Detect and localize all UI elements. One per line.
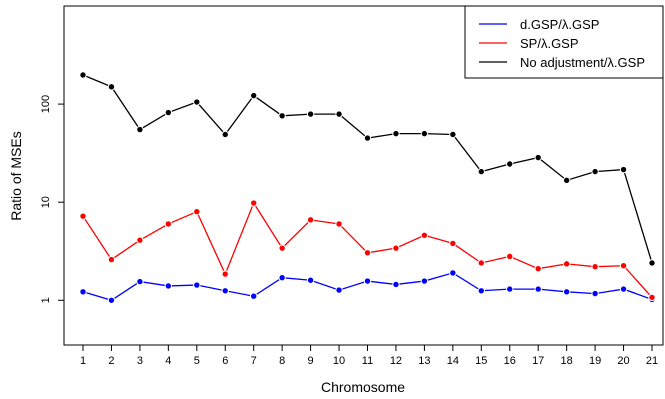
data-point bbox=[335, 110, 343, 118]
data-point bbox=[392, 129, 400, 138]
data-point bbox=[619, 262, 628, 270]
data-point bbox=[506, 160, 514, 168]
x-tick-label: 1 bbox=[80, 355, 86, 367]
legend-box bbox=[464, 5, 664, 79]
x-tick-label: 2 bbox=[108, 355, 114, 367]
data-point bbox=[221, 287, 229, 295]
y-tick-label: 10 bbox=[40, 196, 52, 208]
y-tick-label: 100 bbox=[40, 95, 52, 113]
data-point bbox=[591, 262, 599, 271]
x-tick-label: 10 bbox=[333, 355, 345, 367]
data-point bbox=[136, 125, 144, 134]
data-point bbox=[250, 292, 258, 300]
data-point bbox=[392, 280, 400, 289]
data-point bbox=[363, 249, 372, 257]
data-point bbox=[449, 269, 457, 277]
data-point bbox=[193, 281, 201, 289]
x-tick-label: 9 bbox=[308, 355, 314, 367]
data-point bbox=[619, 285, 628, 293]
series-points bbox=[79, 71, 656, 304]
data-point bbox=[591, 167, 599, 176]
data-point bbox=[250, 91, 258, 100]
data-point bbox=[193, 207, 201, 216]
x-tick-label: 14 bbox=[447, 355, 459, 367]
x-tick-label: 3 bbox=[137, 355, 143, 367]
data-point bbox=[534, 153, 542, 162]
data-point bbox=[306, 216, 315, 224]
data-point bbox=[477, 259, 485, 267]
x-tick-label: 21 bbox=[646, 355, 658, 367]
legend-label: d.GSP/λ.GSP bbox=[520, 17, 599, 32]
data-point bbox=[136, 236, 144, 244]
x-tick-label: 12 bbox=[390, 355, 402, 367]
data-point bbox=[193, 98, 201, 106]
x-tick-label: 20 bbox=[617, 355, 629, 367]
data-point bbox=[619, 165, 628, 174]
y-tick-label: 1 bbox=[40, 297, 52, 303]
data-point bbox=[449, 130, 457, 139]
data-point bbox=[221, 130, 229, 139]
data-point bbox=[363, 134, 372, 142]
x-tick-label: 7 bbox=[251, 355, 257, 367]
x-axis: 1 2 3 4 5 6 7 8 9 10 11 12 13 14 15 16 17 18 19 20 21 bbox=[80, 344, 658, 367]
data-point bbox=[562, 176, 571, 185]
data-point bbox=[477, 287, 485, 295]
data-point bbox=[79, 71, 87, 79]
data-point bbox=[79, 212, 87, 220]
x-tick-label: 16 bbox=[504, 355, 516, 367]
x-tick-label: 18 bbox=[561, 355, 573, 367]
data-point bbox=[449, 239, 457, 248]
x-tick-label: 6 bbox=[222, 355, 228, 367]
y-axis: 1 10 100 bbox=[40, 95, 65, 303]
data-point bbox=[164, 108, 173, 117]
data-point bbox=[392, 244, 400, 252]
data-point bbox=[562, 288, 571, 296]
data-point bbox=[136, 277, 144, 286]
x-tick-label: 15 bbox=[475, 355, 487, 367]
data-point bbox=[648, 259, 656, 267]
data-point bbox=[107, 255, 116, 264]
legend: d.GSP/λ.GSP SP/λ.GSP No adjustment/λ.GSP bbox=[464, 5, 664, 79]
data-point bbox=[506, 285, 514, 293]
x-tick-label: 5 bbox=[194, 355, 200, 367]
x-tick-label: 19 bbox=[589, 355, 601, 367]
data-point bbox=[591, 289, 599, 298]
data-point bbox=[534, 285, 542, 293]
x-tick-label: 13 bbox=[418, 355, 430, 367]
data-point bbox=[278, 112, 286, 120]
x-tick-label: 4 bbox=[165, 355, 171, 367]
x-tick-label: 17 bbox=[532, 355, 544, 367]
data-point bbox=[107, 296, 116, 304]
data-point bbox=[477, 167, 485, 176]
data-point bbox=[534, 264, 542, 273]
data-point bbox=[562, 260, 571, 268]
x-tick-label: 8 bbox=[279, 355, 285, 367]
data-point bbox=[278, 273, 286, 282]
data-point bbox=[107, 83, 116, 91]
x-tick-label: 11 bbox=[362, 355, 373, 367]
y-axis-label: Ratio of MSEs bbox=[8, 131, 24, 220]
data-point bbox=[306, 110, 315, 118]
data-point bbox=[164, 282, 173, 290]
data-point bbox=[278, 244, 286, 252]
data-point bbox=[420, 231, 429, 239]
data-point bbox=[335, 220, 343, 228]
data-point bbox=[648, 293, 656, 302]
data-point bbox=[221, 270, 229, 278]
data-point bbox=[79, 288, 87, 296]
data-point bbox=[420, 129, 429, 138]
data-point bbox=[164, 220, 173, 228]
legend-label: No adjustment/λ.GSP bbox=[520, 55, 645, 70]
series-line-2 bbox=[82, 74, 653, 264]
data-point bbox=[363, 277, 372, 285]
data-point bbox=[306, 276, 315, 284]
x-axis-label: Chromosome bbox=[321, 379, 405, 395]
data-point bbox=[335, 286, 343, 294]
data-point bbox=[250, 199, 258, 207]
data-point bbox=[420, 277, 429, 285]
data-point bbox=[506, 252, 514, 261]
legend-label: SP/λ.GSP bbox=[520, 36, 579, 51]
